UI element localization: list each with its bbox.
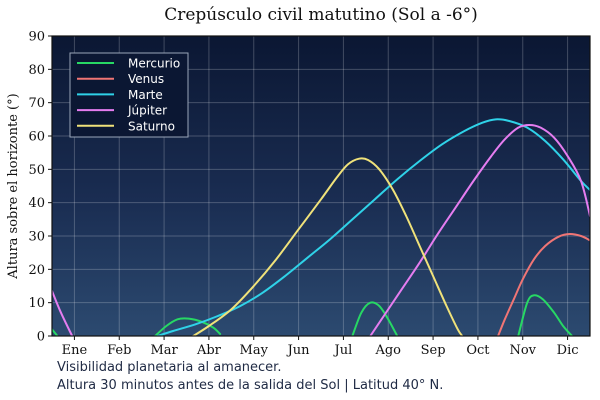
series-line-jupiter <box>52 290 74 336</box>
caption-line-1: Visibilidad planetaria al amanecer. <box>57 360 282 375</box>
y-tick-label: 50 <box>28 163 45 178</box>
legend-label-jupiter: Júpiter <box>127 104 167 118</box>
y-axis: 0 10 20 30 40 50 60 70 80 90 <box>28 30 52 345</box>
y-tick-label: 60 <box>28 130 45 145</box>
x-tick-label: Oct <box>466 343 490 358</box>
series-line-mercurio <box>351 301 399 336</box>
x-tick-label: Jul <box>333 343 353 358</box>
x-tick-label: Ago <box>374 343 401 358</box>
y-tick-label: 0 <box>37 330 45 345</box>
y-tick-label: 10 <box>28 296 45 311</box>
y-tick-label: 80 <box>28 63 45 78</box>
x-tick-label: Nov <box>509 343 536 358</box>
legend-label-mercurio: Mercurio <box>128 57 180 71</box>
x-tick-label: Feb <box>107 343 131 358</box>
series-line-venus <box>497 232 590 336</box>
series-line-mercurio <box>154 317 222 336</box>
series-line-jupiter <box>369 124 590 336</box>
chart-title: Crepúsculo civil matutino (Sol a -6°) <box>164 5 478 25</box>
x-axis: Ene Feb Mar Abr May Jun Jul Ago Sep Oct Nov Dic <box>62 336 579 358</box>
x-tick-label: Ene <box>62 343 88 358</box>
y-tick-label: 40 <box>28 196 45 211</box>
legend-label-marte: Marte <box>128 88 163 102</box>
series-layer <box>52 118 590 336</box>
series-line-mercurio <box>517 294 574 336</box>
x-tick-label: Jun <box>286 343 311 358</box>
x-tick-label: Dic <box>557 343 579 358</box>
y-tick-label: 20 <box>28 263 45 278</box>
series-line-saturno <box>192 157 464 336</box>
y-tick-label: 90 <box>28 30 45 45</box>
x-tick-label: Sep <box>421 343 446 358</box>
caption-line-2: Altura 30 minutos antes de la salida del… <box>57 378 444 393</box>
x-tick-label: Mar <box>150 343 178 358</box>
y-tick-label: 30 <box>28 230 45 245</box>
series-line-marte <box>156 118 590 336</box>
plot-border <box>51 35 591 337</box>
legend-label-saturno: Saturno <box>128 119 175 133</box>
x-tick-label: Abr <box>196 343 222 358</box>
y-tick-label: 70 <box>28 96 45 111</box>
x-tick-label: May <box>240 343 269 358</box>
y-axis-label: Altura sobre el horizonte (°) <box>6 93 21 279</box>
legend-label-venus: Venus <box>128 72 164 86</box>
